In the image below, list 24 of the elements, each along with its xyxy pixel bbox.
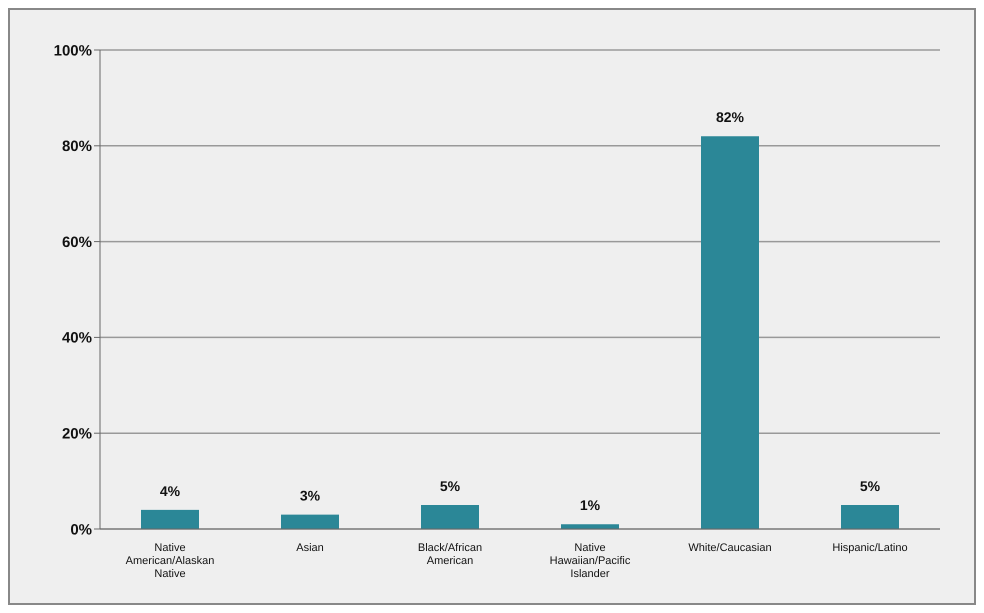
x-tick-label: White/Caucasian — [688, 542, 772, 554]
bar — [421, 505, 479, 529]
bar — [841, 505, 899, 529]
x-tick-label: Black/African American — [418, 542, 482, 567]
x-tick-label: Hispanic/Latino — [832, 542, 908, 554]
x-tick-label: Asian — [296, 542, 324, 554]
y-tick-label: 60% — [62, 234, 92, 251]
bar — [561, 524, 619, 529]
data-label: 5% — [860, 478, 881, 494]
y-tick-label: 0% — [70, 521, 92, 538]
bar — [141, 510, 199, 529]
data-label: 1% — [580, 497, 601, 514]
y-tick-label: 100% — [54, 42, 92, 60]
y-tick-label: 20% — [62, 426, 92, 443]
bar — [701, 136, 759, 529]
data-label: 4% — [160, 482, 181, 499]
x-tick-label: Native Hawaiian/Pacific Islander — [550, 542, 631, 580]
data-label: 5% — [440, 478, 461, 494]
data-label: 3% — [300, 488, 321, 504]
x-tick-label: Native American/Alaskan Native — [126, 542, 214, 580]
y-tick-label: 80% — [62, 138, 92, 156]
bar — [281, 514, 339, 529]
data-label: 82% — [716, 109, 745, 126]
y-tick-label: 40% — [62, 330, 92, 347]
